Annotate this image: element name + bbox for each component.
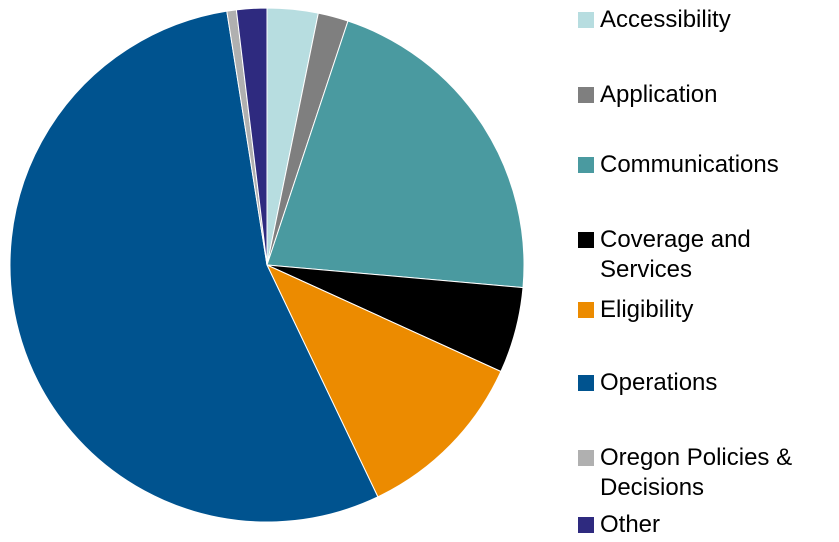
legend-item: Eligibility bbox=[578, 295, 836, 325]
legend-swatch bbox=[578, 232, 594, 248]
legend-item: Oregon Policies & Decisions bbox=[578, 443, 836, 503]
legend-item: Coverage and Services bbox=[578, 225, 836, 285]
legend-swatch bbox=[578, 157, 594, 173]
pie-slice bbox=[9, 10, 379, 523]
legend-swatch bbox=[578, 302, 594, 318]
legend-swatch bbox=[578, 87, 594, 103]
pie-slice bbox=[265, 263, 502, 498]
legend-item: Accessibility bbox=[578, 5, 836, 35]
legend-label: Accessibility bbox=[600, 6, 731, 33]
legend-label: Coverage and Services bbox=[600, 226, 751, 283]
legend-item: Communications bbox=[578, 150, 836, 180]
pie-slice bbox=[266, 20, 525, 289]
pie-slice bbox=[235, 7, 268, 266]
legend-label: Operations bbox=[600, 369, 718, 396]
legend-swatch bbox=[578, 375, 594, 391]
legend-label: Other bbox=[600, 511, 661, 538]
legend-item: Other bbox=[578, 510, 836, 540]
legend-swatch bbox=[578, 450, 594, 466]
legend-label: Application bbox=[600, 81, 718, 108]
legend-item: Application bbox=[578, 80, 836, 110]
legend-label: Eligibility bbox=[600, 296, 694, 323]
legend-swatch bbox=[578, 517, 594, 533]
legend-label: Communications bbox=[600, 151, 779, 178]
pie-area bbox=[9, 7, 525, 523]
legend-item: Operations bbox=[578, 368, 836, 398]
legend-swatch bbox=[578, 12, 594, 28]
legend-label: Oregon Policies & Decisions bbox=[600, 444, 793, 501]
